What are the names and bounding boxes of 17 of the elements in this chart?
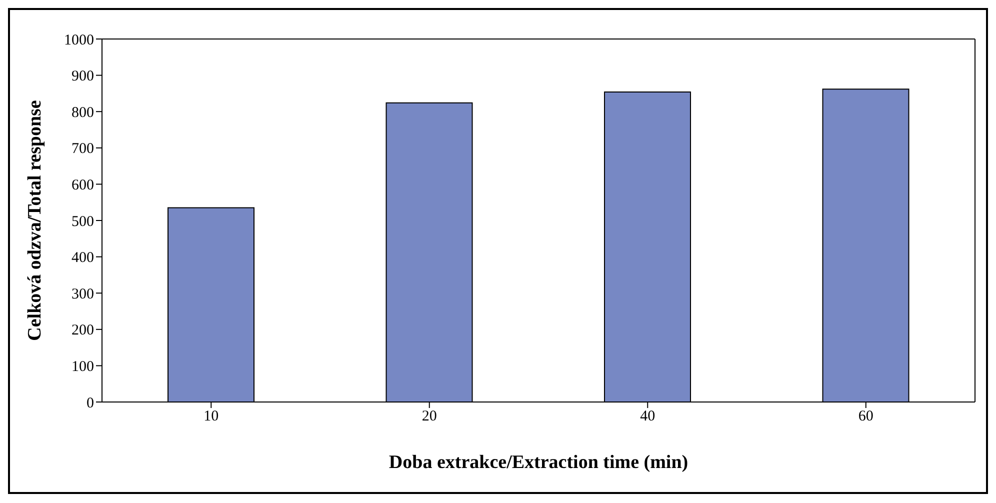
y-tick-label: 1000 (64, 32, 94, 48)
y-tick-label: 900 (72, 68, 94, 85)
y-tick-label: 600 (72, 178, 94, 194)
y-tick-label: 300 (72, 286, 94, 302)
y-tick-label: 200 (72, 322, 94, 339)
x-tick-label: 60 (858, 408, 874, 425)
x-tick-label: 20 (422, 408, 437, 425)
y-tick-label: 700 (72, 141, 94, 158)
y-tick-label: 100 (72, 359, 94, 376)
y-tick-label: 500 (72, 214, 94, 230)
y-tick-label: 800 (72, 104, 94, 121)
y-tick-label: 400 (72, 250, 94, 266)
x-axis-title: Doba extrakce/Extraction time (min) (388, 452, 688, 473)
y-tick-label: 0 (86, 395, 94, 412)
x-tick-label: 10 (204, 408, 219, 425)
x-tick-label: 40 (640, 408, 656, 425)
y-axis-title: Celková odzva/Total response (24, 100, 46, 341)
